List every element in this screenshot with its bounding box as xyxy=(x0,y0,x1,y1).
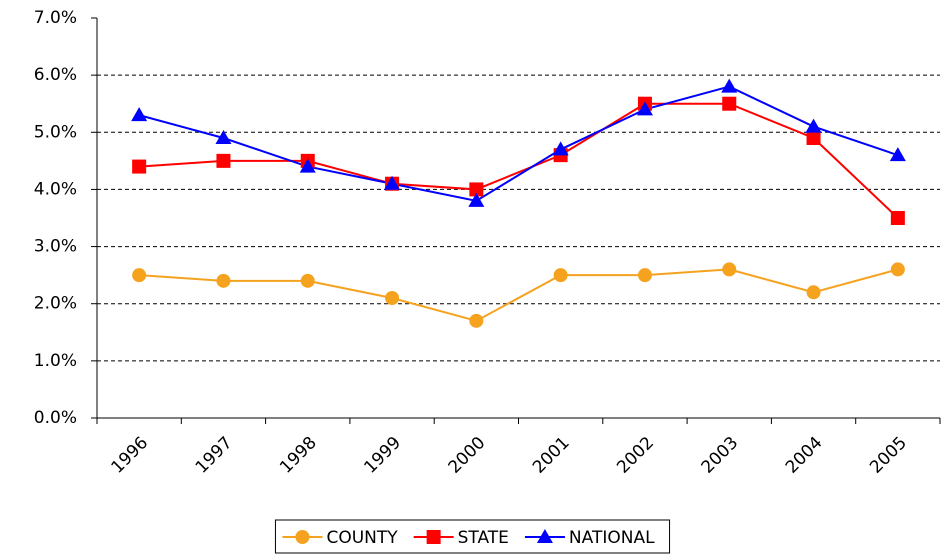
x-tick-label: 2003 xyxy=(698,433,743,478)
x-tick-label: 1999 xyxy=(360,433,405,478)
y-tick-label: 6.0% xyxy=(34,65,77,85)
legend-box xyxy=(274,519,671,554)
legend-marker xyxy=(426,530,441,544)
legend-marker xyxy=(295,530,310,544)
marker xyxy=(385,291,400,305)
marker xyxy=(637,268,652,283)
marker xyxy=(384,175,401,190)
marker xyxy=(300,273,315,288)
marker xyxy=(552,141,569,156)
y-tick-label: 3.0% xyxy=(34,237,77,257)
y-tick-label: 0.0% xyxy=(34,408,77,428)
x-tick-label: 2004 xyxy=(782,433,827,478)
marker xyxy=(299,158,316,173)
marker xyxy=(215,130,232,144)
marker xyxy=(890,262,905,277)
x-tick-label: 1997 xyxy=(192,433,237,478)
x-tick-label: 2001 xyxy=(529,433,574,478)
x-tick-label: 2005 xyxy=(866,433,911,478)
legend-label: STATE xyxy=(458,528,509,548)
y-tick-label: 2.0% xyxy=(34,294,77,314)
y-tick-label: 1.0% xyxy=(34,351,77,371)
x-tick-label: 2000 xyxy=(445,433,490,478)
marker xyxy=(806,285,821,300)
marker xyxy=(131,107,148,122)
series-line xyxy=(139,102,899,219)
legend-label: COUNTY xyxy=(326,528,398,548)
marker xyxy=(216,273,231,288)
x-tick-label: 2002 xyxy=(613,433,658,478)
marker xyxy=(636,101,653,116)
x-tick-label: 1998 xyxy=(276,433,321,478)
legend-label: NATIONAL xyxy=(569,528,655,548)
marker xyxy=(806,131,821,145)
marker xyxy=(889,147,906,162)
marker xyxy=(132,268,147,283)
marker xyxy=(721,78,738,93)
marker xyxy=(468,192,485,207)
marker xyxy=(132,159,147,174)
marker xyxy=(890,211,905,225)
y-tick-label: 5.0% xyxy=(34,122,77,142)
marker xyxy=(469,182,484,197)
marker xyxy=(469,313,484,328)
marker xyxy=(722,262,737,277)
marker xyxy=(722,96,737,111)
y-tick-label: 4.0% xyxy=(34,179,77,199)
marker xyxy=(216,153,231,168)
marker xyxy=(805,118,822,133)
legend-marker xyxy=(536,529,553,543)
x-tick-label: 1996 xyxy=(107,433,152,478)
legend: COUNTY STATE NATIONAL xyxy=(274,519,671,554)
marker xyxy=(553,268,568,283)
series-line xyxy=(138,85,899,202)
series-line xyxy=(139,268,899,322)
y-tick-label: 7.0% xyxy=(34,8,77,28)
